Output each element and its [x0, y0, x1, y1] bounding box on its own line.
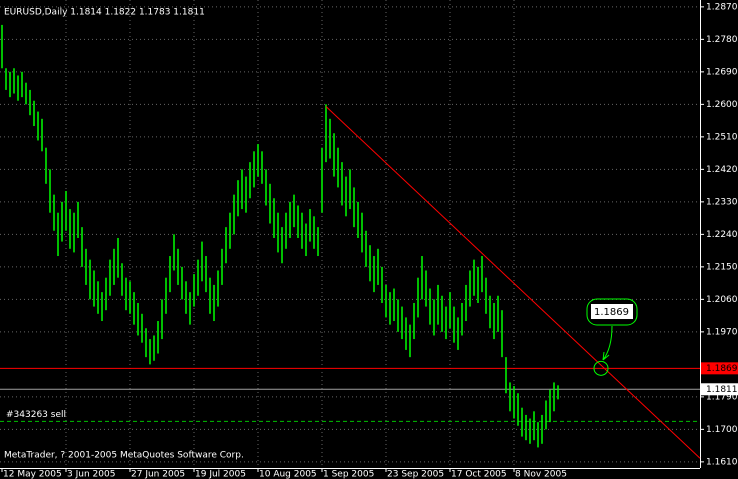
x-tick-label: 12 May 2005	[3, 470, 62, 479]
x-tick-label: 17 Oct 2005	[451, 470, 507, 479]
y-tick-label: 1.2510	[706, 132, 738, 142]
annotation-outline	[586, 298, 638, 326]
y-tick-label: 1.2150	[706, 262, 738, 272]
y-tick-label: 1.1700	[706, 425, 738, 435]
y-tick-label: 1.1790	[706, 392, 738, 402]
y-tick-label: 1.1610	[706, 457, 738, 467]
price-label: 1.1811	[706, 385, 738, 395]
chart-title: EURUSD,Daily 1.1814 1.1822 1.1783 1.1811	[4, 8, 205, 18]
footer: MetaTrader, ? 2001-2005 MetaQuotes Softw…	[4, 451, 244, 461]
x-tick-label: 23 Sep 2005	[387, 470, 444, 479]
annotation-arrow	[602, 325, 613, 361]
x-tick-label: 3 Jun 2005	[67, 470, 115, 479]
annotation-circle	[593, 360, 609, 376]
price-label-box	[701, 362, 738, 375]
y-tick-label: 1.2690	[706, 67, 738, 77]
y-tick-label: 1.2600	[706, 100, 738, 110]
y-tick-label: 1.2870	[706, 2, 738, 12]
x-tick-label: 27 Jun 2005	[131, 470, 185, 479]
y-tick-label: 1.2780	[706, 35, 738, 45]
x-tick-label: 8 Nov 2005	[515, 470, 567, 479]
x-tick-label: 19 Jul 2005	[195, 470, 246, 479]
y-tick-label: 1.2240	[706, 230, 738, 240]
x-tick-label: 1 Sep 2005	[323, 470, 374, 479]
level-label: #343263 sell	[6, 410, 66, 420]
price-label-box	[701, 383, 738, 396]
price-label: 1.1869	[706, 364, 738, 374]
y-tick-label: 1.2060	[706, 295, 738, 305]
y-tick-label: 1.2330	[706, 197, 738, 207]
y-tick-label: 1.1970	[706, 327, 738, 337]
annotation-box	[591, 304, 633, 319]
x-tick-label: 10 Aug 2005	[259, 470, 317, 479]
trend-line	[325, 106, 701, 459]
annotation-text: 1.1869	[594, 307, 629, 318]
y-tick-label: 1.2420	[706, 165, 738, 175]
